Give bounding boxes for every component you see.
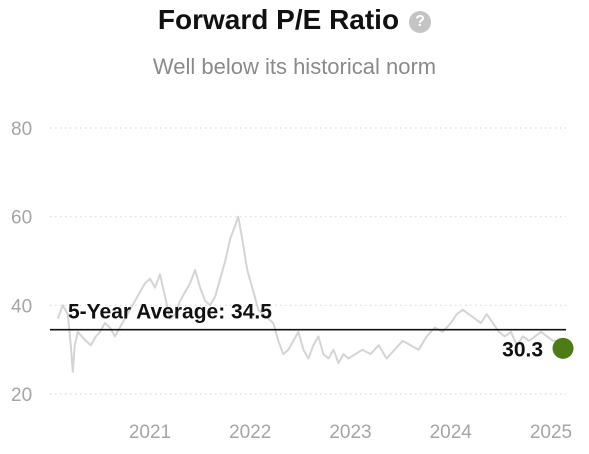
x-tick-2024: 2024 bbox=[430, 422, 473, 443]
chart-subtitle: Well below its historical norm bbox=[152, 54, 437, 79]
average-label: 5-Year Average: 34.5 bbox=[68, 301, 272, 324]
title-row: Forward P/E Ratio? bbox=[0, 4, 589, 36]
current-value-dot bbox=[552, 337, 574, 359]
x-tick-2021: 2021 bbox=[129, 422, 171, 443]
chart-title: Forward P/E Ratio bbox=[157, 4, 400, 35]
y-tick-80: 80 bbox=[11, 119, 32, 140]
x-tick-2023: 2023 bbox=[329, 422, 371, 443]
y-tick-60: 60 bbox=[11, 208, 32, 229]
y-tick-20: 20 bbox=[11, 385, 32, 406]
x-tick-2025: 2025 bbox=[530, 422, 572, 443]
x-tick-2022: 2022 bbox=[229, 422, 271, 443]
question-circle-icon[interactable]: ? bbox=[409, 11, 432, 33]
current-value-label: 30.3 bbox=[502, 338, 543, 361]
series-line-0 bbox=[56, 215, 559, 373]
y-tick-40: 40 bbox=[11, 296, 32, 317]
